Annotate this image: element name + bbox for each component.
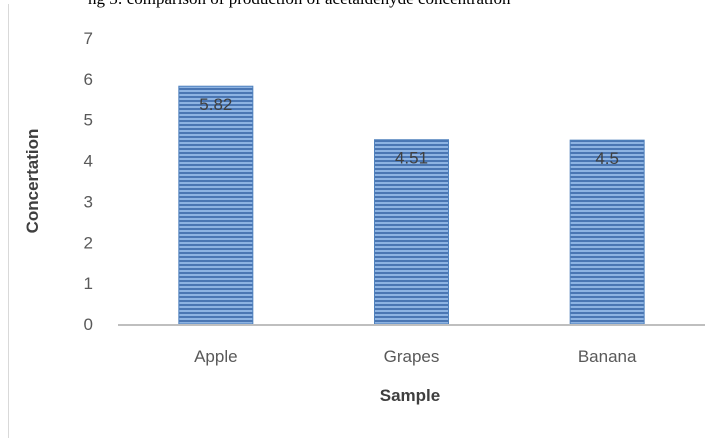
- bar-grapes: [374, 139, 449, 325]
- data-label-banana: 4.5: [595, 149, 619, 168]
- data-label-apple: 5.82: [199, 95, 232, 114]
- chart-frame: [8, 4, 720, 438]
- y-tick-label: 1: [84, 274, 93, 293]
- x-axis-tick-labels: Apple Grapes Banana: [194, 347, 637, 366]
- x-tick-label-banana: Banana: [578, 347, 637, 366]
- bar-banana: [569, 139, 645, 325]
- clipped-caption: ng 3: comparison of production of acetal…: [0, 0, 722, 9]
- y-tick-label: 7: [84, 29, 93, 48]
- y-tick-label: 0: [84, 315, 93, 334]
- y-tick-label: 2: [84, 233, 93, 252]
- y-tick-label: 6: [84, 70, 93, 89]
- x-axis-title: Sample: [380, 386, 440, 405]
- y-tick-label: 4: [84, 152, 93, 171]
- x-tick-label-apple: Apple: [194, 347, 237, 366]
- x-tick-label-grapes: Grapes: [384, 347, 440, 366]
- data-labels: 5.82 4.51 4.5: [199, 95, 619, 168]
- data-label-grapes: 4.51: [395, 149, 428, 168]
- y-axis-tick-labels: 0 1 2 3 4 5 6 7: [84, 29, 93, 334]
- y-tick-label: 5: [84, 111, 93, 130]
- y-tick-label: 3: [84, 192, 93, 211]
- bars: [178, 85, 645, 325]
- bar-apple: [178, 85, 254, 325]
- y-axis-title: Concertation: [23, 129, 42, 234]
